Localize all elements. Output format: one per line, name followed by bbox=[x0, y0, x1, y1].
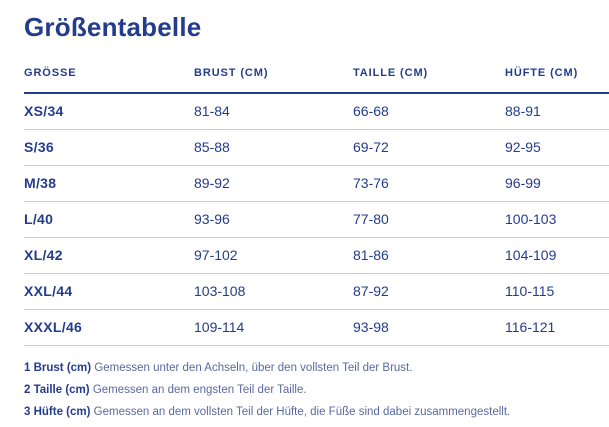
page-title: Größentabelle bbox=[24, 12, 202, 42]
cell-taille: 73-76 bbox=[353, 165, 505, 202]
column-header-groesse: GRÖSSE bbox=[24, 67, 194, 94]
table-row: L/40 93-96 77-80 100-103 bbox=[24, 201, 609, 238]
footnote-label: 3 Hüfte (cm) bbox=[24, 406, 91, 418]
cell-size: XXL/44 bbox=[24, 273, 194, 310]
table-row: XL/42 97-102 81-86 104-109 bbox=[24, 237, 609, 274]
cell-brust: 81-84 bbox=[194, 93, 353, 130]
footnote-text: Gemessen unter den Achseln, über den vol… bbox=[94, 362, 413, 374]
size-table: GRÖSSE BRUST (CM) TAILLE (CM) HÜFTE (CM)… bbox=[24, 67, 609, 346]
cell-size: L/40 bbox=[24, 201, 194, 238]
cell-taille: 81-86 bbox=[353, 237, 505, 274]
cell-huefte: 88-91 bbox=[505, 93, 609, 130]
cell-taille: 93-98 bbox=[353, 309, 505, 346]
footnotes: 1 Brust (cm) Gemessen unter den Achseln,… bbox=[24, 361, 609, 420]
cell-taille: 66-68 bbox=[353, 93, 505, 130]
cell-size: XL/42 bbox=[24, 237, 194, 274]
column-header-brust: BRUST (CM) bbox=[194, 67, 353, 94]
cell-huefte: 104-109 bbox=[505, 237, 609, 274]
footnote: 1 Brust (cm) Gemessen unter den Achseln,… bbox=[24, 361, 609, 376]
footnote-label: 2 Taille (cm) bbox=[24, 384, 90, 396]
cell-size: XXXL/46 bbox=[24, 309, 194, 346]
cell-taille: 69-72 bbox=[353, 129, 505, 166]
footnote-label: 1 Brust (cm) bbox=[24, 362, 92, 374]
footnote: 3 Hüfte (cm) Gemessen an dem vollsten Te… bbox=[24, 405, 609, 420]
cell-size: M/38 bbox=[24, 165, 194, 202]
cell-brust: 85-88 bbox=[194, 129, 353, 166]
cell-huefte: 96-99 bbox=[505, 165, 609, 202]
cell-size: S/36 bbox=[24, 129, 194, 166]
column-header-huefte: HÜFTE (CM) bbox=[505, 67, 609, 94]
column-header-taille: TAILLE (CM) bbox=[353, 67, 505, 94]
table-row: XXL/44 103-108 87-92 110-115 bbox=[24, 273, 609, 310]
cell-huefte: 100-103 bbox=[505, 201, 609, 238]
cell-brust: 89-92 bbox=[194, 165, 353, 202]
footnote-text: Gemessen an dem vollsten Teil der Hüfte,… bbox=[93, 406, 511, 418]
cell-taille: 87-92 bbox=[353, 273, 505, 310]
header-row: GRÖSSE BRUST (CM) TAILLE (CM) HÜFTE (CM) bbox=[24, 67, 609, 94]
cell-brust: 103-108 bbox=[194, 273, 353, 310]
cell-brust: 97-102 bbox=[194, 237, 353, 274]
table-row: XS/34 81-84 66-68 88-91 bbox=[24, 93, 609, 130]
size-table-body: XS/34 81-84 66-68 88-91 S/36 85-88 69-72 92-95 M… bbox=[24, 93, 609, 346]
table-row: M/38 89-92 73-76 96-99 bbox=[24, 165, 609, 202]
cell-huefte: 116-121 bbox=[505, 309, 609, 346]
table-row: S/36 85-88 69-72 92-95 bbox=[24, 129, 609, 166]
cell-huefte: 110-115 bbox=[505, 273, 609, 310]
cell-huefte: 92-95 bbox=[505, 129, 609, 166]
cell-taille: 77-80 bbox=[353, 201, 505, 238]
footnote-text: Gemessen an dem engsten Teil der Taille. bbox=[92, 384, 307, 396]
cell-brust: 109-114 bbox=[194, 309, 353, 346]
cell-size: XS/34 bbox=[24, 93, 194, 130]
cell-brust: 93-96 bbox=[194, 201, 353, 238]
table-row: XXXL/46 109-114 93-98 116-121 bbox=[24, 309, 609, 346]
footnote: 2 Taille (cm) Gemessen an dem engsten Te… bbox=[24, 383, 609, 398]
size-table-header: GRÖSSE BRUST (CM) TAILLE (CM) HÜFTE (CM) bbox=[24, 67, 609, 94]
